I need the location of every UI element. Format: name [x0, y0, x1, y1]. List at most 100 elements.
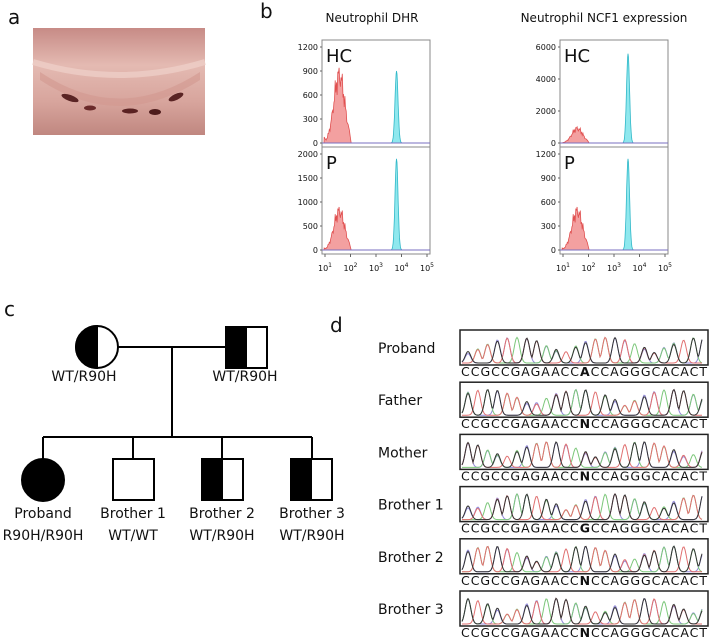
x-tick-label: 102 [581, 262, 595, 273]
panel-letter: d [330, 313, 343, 337]
sequence-variant: N [580, 625, 590, 639]
y-tick-label: 6000 [536, 43, 556, 52]
sequence-prefix: CCGCCGAGAACC [461, 521, 579, 536]
tick-base: 10 [420, 264, 430, 273]
sequence-prefix: CCGCCGAGAACC [461, 364, 579, 379]
tick-exponent: 5 [668, 262, 672, 269]
x-tick-label: 104 [632, 262, 646, 273]
histogram-red [323, 206, 352, 251]
sample-name: Father [378, 393, 422, 409]
plot-label: P [564, 153, 575, 174]
tick-exponent: 4 [643, 262, 647, 269]
individual-name: Brother 3 [279, 506, 345, 522]
y-tick-label: 1000 [298, 198, 318, 207]
chromatogram-frame [459, 433, 709, 471]
x-tick-label: 103 [607, 262, 621, 273]
trace [462, 336, 703, 364]
panel-letter: b [260, 0, 273, 23]
x-tick-label: 101 [318, 262, 332, 273]
sequence-suffix: CCAGGGCACACT [591, 521, 707, 536]
plot-label: HC [564, 46, 590, 67]
y-tick-label: 0 [313, 139, 318, 148]
sequence-prefix: CCGCCGAGAACC [461, 573, 579, 588]
x-tick-label: 103 [369, 262, 383, 273]
genotype: R90H/R90H [3, 528, 84, 544]
sequence: CCGCCGAGAACCNCCAGGGCACACT [461, 625, 707, 639]
sequence-variant: G [580, 521, 590, 536]
tick-exponent: 5 [430, 262, 434, 269]
x-tick-label: 102 [343, 262, 357, 273]
trace [461, 545, 703, 573]
y-tick-label: 600 [303, 91, 318, 100]
histogram-cyan [621, 158, 635, 251]
sequence-variant: N [580, 573, 590, 588]
y-tick-label: 1200 [298, 43, 318, 52]
y-tick-label: 500 [303, 222, 318, 231]
sample-name: Brother 1 [378, 498, 444, 514]
sequence-suffix: CCAGGGCACACT [591, 416, 707, 431]
y-tick-label: 4000 [536, 75, 556, 84]
sequence-prefix: CCGCCGAGAACC [461, 625, 579, 639]
y-tick-label: 0 [551, 246, 556, 255]
genotype: WT/R90H [279, 528, 344, 544]
tick-base: 10 [658, 264, 668, 273]
y-tick-label: 300 [541, 222, 556, 231]
sequence: CCGCCGAGAACCACCAGGGCACACT [461, 364, 707, 379]
tick-base: 10 [394, 264, 404, 273]
panel-letter: c [4, 297, 15, 321]
y-tick-label: 2000 [298, 150, 318, 159]
y-tick-label: 0 [551, 139, 556, 148]
histogram-red [561, 125, 590, 144]
individual-name: Brother 2 [189, 506, 255, 522]
sequence-suffix: CCAGGGCACACT [591, 625, 707, 639]
genotype: WT/R90H [189, 528, 254, 544]
y-tick-label: 2000 [536, 107, 556, 116]
trace [461, 597, 703, 625]
clinical-photo [32, 28, 206, 135]
tick-exponent: 4 [405, 262, 409, 269]
tick-base: 10 [343, 264, 353, 273]
x-tick-label: 101 [556, 262, 570, 273]
panel-letter: a [8, 5, 20, 29]
individual-name: Brother 1 [100, 506, 166, 522]
flow-title: Neutrophil DHR [326, 11, 419, 25]
trace [461, 336, 703, 364]
x-tick-label: 105 [420, 262, 434, 273]
sequence-prefix: CCGCCGAGAACC [461, 468, 579, 483]
x-tick-label: 104 [394, 262, 408, 273]
y-tick-label: 0 [313, 246, 318, 255]
tick-exponent: 2 [592, 262, 596, 269]
sample-name: Proband [378, 341, 435, 357]
tick-base: 10 [369, 264, 379, 273]
tick-exponent: 3 [379, 262, 383, 269]
tick-base: 10 [607, 264, 617, 273]
genotype: WT/R90H [51, 369, 116, 385]
pedigree [21, 324, 333, 502]
trace [462, 545, 703, 573]
plot-label: P [326, 153, 337, 174]
sample-name: Brother 3 [378, 602, 444, 618]
sequence: CCGCCGAGAACCNCCAGGGCACACT [461, 416, 707, 431]
tick-exponent: 3 [617, 262, 621, 269]
tick-base: 10 [581, 264, 591, 273]
trace [461, 493, 703, 521]
plot-label: HC [326, 46, 352, 67]
y-tick-label: 300 [303, 115, 318, 124]
tick-base: 10 [632, 264, 642, 273]
chromatogram-frame [459, 485, 709, 523]
genotype: WT/WT [108, 528, 158, 544]
sequence: CCGCCGAGAACCGCCAGGGCACACT [461, 521, 707, 536]
histogram-cyan [390, 70, 403, 144]
y-tick-label: 900 [303, 67, 318, 76]
histogram-red [323, 67, 352, 144]
sequence-variant: A [580, 364, 590, 379]
sample-name: Mother [378, 445, 428, 461]
y-tick-label: 600 [541, 198, 556, 207]
sequence-suffix: CCAGGGCACACT [591, 468, 707, 483]
sequence-suffix: CCAGGGCACACT [591, 573, 707, 588]
trace [461, 441, 703, 468]
tick-base: 10 [556, 264, 566, 273]
genotype: WT/R90H [212, 369, 277, 385]
